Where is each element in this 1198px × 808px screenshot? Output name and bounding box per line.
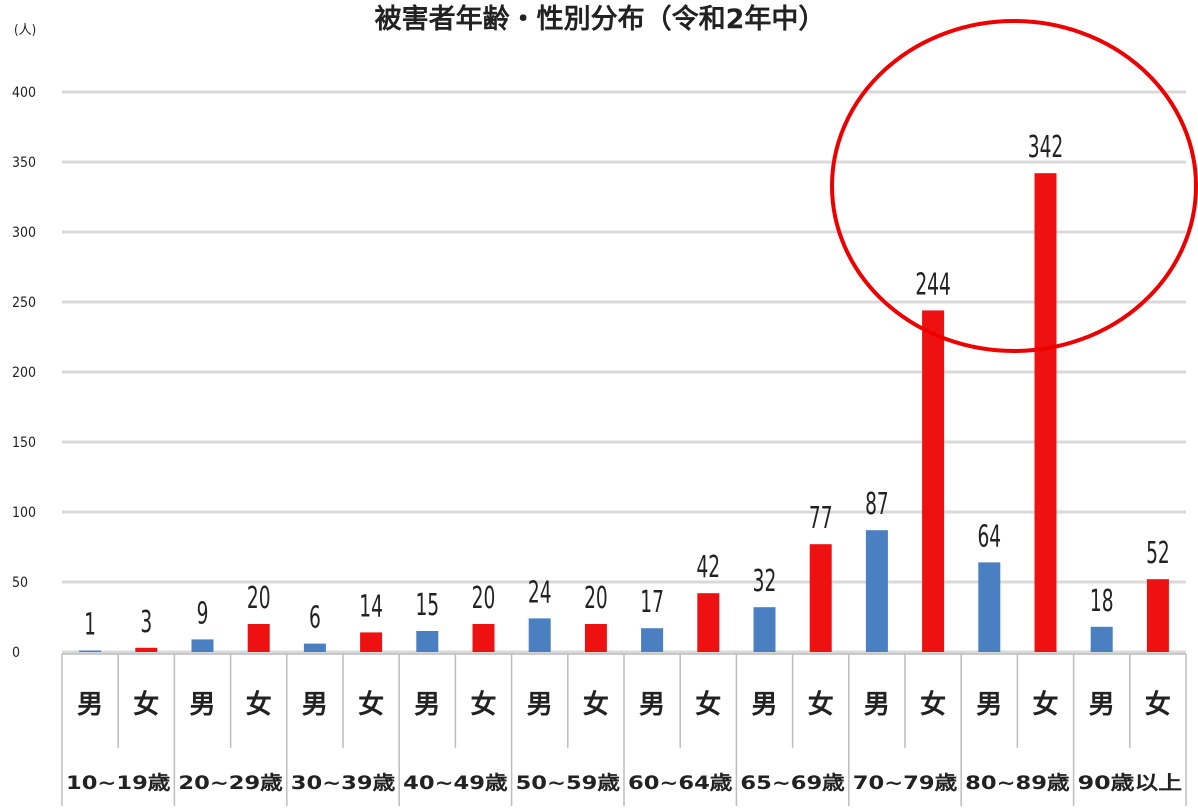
sex-label: 女 [920, 689, 946, 720]
bar [1034, 173, 1057, 652]
data-label: 3 [140, 604, 152, 639]
data-label: 42 [696, 550, 720, 585]
age-group-label: 50~59歳 [516, 772, 620, 794]
highlight-circle [830, 19, 1198, 353]
data-label: 20 [584, 580, 608, 615]
sex-label: 男 [639, 690, 665, 720]
y-tick-label: 200 [12, 365, 36, 381]
bar [978, 562, 1001, 652]
bar [865, 530, 888, 652]
bar [697, 593, 720, 652]
data-label: 20 [247, 580, 271, 615]
data-label: 6 [309, 600, 321, 635]
sex-label: 女 [695, 689, 721, 720]
sex-label: 女 [583, 689, 609, 720]
age-group-label: 30~39歳 [291, 772, 395, 794]
sex-label: 男 [976, 690, 1002, 720]
sex-label: 男 [527, 690, 553, 720]
data-label: 87 [865, 487, 889, 522]
sex-label: 男 [864, 690, 890, 720]
sex-label: 女 [808, 689, 834, 720]
age-group-label: 80~89歳 [965, 772, 1069, 794]
y-tick-label: 0 [12, 645, 20, 661]
bars [79, 173, 1169, 652]
data-label: 18 [1090, 583, 1114, 618]
data-labels: 1 3 9 20 6 14 15 20 24 20 17 42 32 77 87 244 64 342 18 52 [84, 130, 1170, 642]
bar [191, 639, 214, 652]
bar [809, 544, 832, 652]
data-label: 244 [915, 267, 950, 302]
bar [922, 310, 945, 652]
bar [1146, 579, 1169, 652]
y-axis-ticks: 0 50 100 150 200 250 300 350 400 [12, 85, 36, 661]
y-tick-label: 50 [12, 575, 28, 591]
data-label: 9 [197, 596, 209, 631]
bar [247, 624, 270, 652]
bar [753, 607, 776, 652]
age-group-label: 70~79歳 [853, 772, 957, 794]
bar [135, 647, 158, 652]
data-label: 24 [528, 575, 552, 610]
category-table: 男女男女男女男女男女男女男女男女男女男女10~19歳 20~29歳 30~39歳 40… [61, 653, 1187, 806]
bar [641, 628, 664, 652]
age-group-label: 10~19歳 [66, 772, 170, 794]
data-label: 52 [1146, 536, 1170, 571]
chart-title: 被害者年齢・性別分布（令和2年中） [375, 3, 826, 35]
sex-label: 女 [133, 689, 159, 720]
y-tick-label: 350 [12, 155, 36, 171]
age-group-label: 65~69歳 [740, 772, 844, 794]
bar [1090, 626, 1113, 652]
age-group-label: 90歳以上 [1078, 772, 1182, 794]
y-unit-label: (人) [14, 23, 36, 38]
bar [528, 618, 551, 652]
data-label: 20 [472, 580, 496, 615]
age-group-label: 20~29歳 [178, 772, 282, 794]
sex-label: 男 [77, 690, 103, 720]
age-group-label: 40~49歳 [403, 772, 507, 794]
bar [584, 624, 607, 652]
sex-label: 女 [470, 689, 496, 720]
bar [79, 650, 102, 652]
y-tick-label: 400 [12, 85, 36, 101]
sex-label: 女 [246, 689, 272, 720]
data-label: 17 [640, 585, 664, 620]
sex-label: 男 [1089, 690, 1115, 720]
data-label: 342 [1028, 130, 1063, 165]
sex-label: 女 [358, 689, 384, 720]
bar [303, 643, 326, 652]
age-group-label: 60~64歳 [628, 772, 732, 794]
sex-label: 男 [189, 690, 215, 720]
data-label: 77 [809, 501, 833, 536]
y-tick-label: 300 [12, 225, 36, 241]
y-tick-label: 150 [12, 435, 36, 451]
bar [360, 632, 383, 652]
bar [472, 624, 495, 652]
bar [416, 631, 439, 652]
sex-label: 女 [1032, 689, 1058, 720]
y-tick-label: 100 [12, 505, 36, 521]
sex-label: 男 [751, 690, 777, 720]
sex-label: 男 [302, 690, 328, 720]
data-label: 1 [84, 607, 96, 642]
sex-label: 女 [1145, 689, 1171, 720]
data-label: 14 [359, 589, 383, 624]
data-label: 15 [415, 587, 439, 622]
gridlines [62, 90, 1186, 654]
data-label: 32 [753, 564, 777, 599]
data-label: 64 [977, 519, 1001, 554]
sex-label: 男 [414, 690, 440, 720]
y-tick-label: 250 [12, 295, 36, 311]
